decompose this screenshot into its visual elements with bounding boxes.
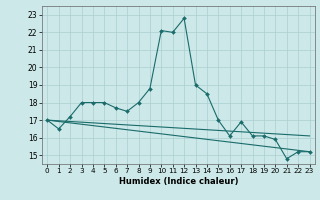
X-axis label: Humidex (Indice chaleur): Humidex (Indice chaleur) — [119, 177, 238, 186]
